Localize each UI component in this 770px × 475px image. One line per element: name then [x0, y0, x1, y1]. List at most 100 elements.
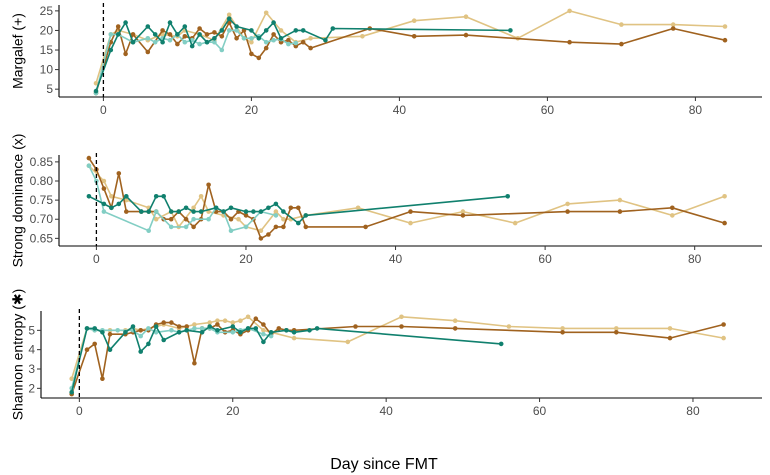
- strong-dominance-series-3-point: [86, 194, 92, 199]
- margalef-series-3-point: [145, 24, 151, 29]
- strong-dominance-series-1-point: [617, 209, 623, 214]
- shannon-entropy-series-0-point: [207, 320, 212, 325]
- margalef-series-2-point: [145, 36, 151, 41]
- strong-dominance-series-3-point: [221, 209, 226, 214]
- shannon-entropy-series-1-point: [353, 324, 358, 329]
- strong-dominance-series-0-point: [355, 205, 361, 211]
- margalef-series-1-point: [619, 41, 624, 47]
- margalef-series-3-point: [108, 47, 114, 53]
- strong-dominance-series-2-point: [273, 213, 279, 218]
- strong-dominance-x-tick-label: 60: [538, 252, 552, 266]
- strong-dominance-series-1-line: [88, 157, 725, 240]
- shannon-entropy-series-1-point: [721, 322, 726, 327]
- margalef-series-3-point: [160, 39, 165, 45]
- shannon-entropy-series-3-point: [230, 324, 236, 329]
- margalef-series-3-point: [175, 32, 180, 37]
- shannon-entropy-series-3-point: [238, 330, 243, 335]
- shannon-entropy-series-1-point: [100, 376, 105, 382]
- margalef-series-3-point: [167, 20, 173, 25]
- shannon-entropy-series-0-point: [245, 314, 251, 320]
- strong-dominance-series-0-point: [408, 220, 413, 226]
- panel-strong-dominance: 0.65 0.70 0.75 0.80 0.85 0 20 40 60 80 Strong domi…: [10, 134, 762, 268]
- shannon-entropy-series-1-point: [614, 330, 619, 335]
- margalef-series-2-point: [152, 39, 158, 45]
- strong-dominance-series-3-point: [198, 209, 204, 214]
- panel-margalef: 5 10 15 20 25 0 20 40 60 80 Margalef (+): [10, 3, 762, 117]
- margalef-series-3-point: [256, 36, 262, 41]
- margalef-series-3-point: [219, 28, 225, 33]
- shannon-entropy-series-1-point: [667, 335, 673, 341]
- shannon-entropy-series-3-point: [314, 326, 320, 331]
- strong-dominance-series-2-point: [168, 224, 174, 230]
- strong-dominance-series-3-point: [303, 213, 309, 218]
- margalef-series-2-point: [212, 39, 217, 45]
- margalef-series-0-point: [722, 24, 728, 29]
- shannon-entropy-series-3-point: [69, 389, 74, 395]
- strong-dominance-series-3-point: [116, 201, 122, 207]
- shannon-entropy-series-0-point: [345, 339, 351, 345]
- strong-dominance-series-1-point: [183, 216, 189, 222]
- margalef-series-1-point: [197, 26, 202, 31]
- margalef-series-3-point: [323, 37, 328, 43]
- shannon-entropy-series-1-point: [215, 322, 220, 327]
- strong-dominance-series-2-point: [243, 224, 249, 230]
- shannon-entropy-series-3-point: [199, 330, 205, 335]
- margalef-series-1-point: [722, 37, 728, 43]
- margalef-series-3-point: [278, 36, 284, 41]
- strong-dominance-series-0-point: [236, 216, 241, 222]
- margalef-series-3-point: [189, 43, 195, 49]
- margalef-series-0-point: [411, 18, 417, 24]
- strong-dominance-series-3-point: [213, 205, 219, 211]
- shannon-entropy-series-1-point: [107, 331, 113, 337]
- strong-dominance-series-3-point: [251, 209, 256, 214]
- strong-dominance-y-axis-label: Strong dominance (x): [10, 134, 26, 268]
- shannon-entropy-series-2-point: [153, 330, 159, 335]
- strong-dominance-series-3-point: [243, 209, 249, 214]
- strong-dominance-series-1-point: [206, 182, 211, 188]
- shannon-entropy-series-3-point: [100, 330, 105, 335]
- margalef-series-3-point: [508, 28, 513, 33]
- strong-dominance-series-2-point: [206, 216, 211, 222]
- shannon-entropy-series-2-point: [146, 326, 151, 331]
- shannon-entropy-series-1-point: [261, 322, 266, 327]
- margalef-series-3-point: [152, 32, 158, 37]
- panel-shannon-entropy: 2 3 4 5 0 20 40 60 80 Shannon entropy (✱): [10, 289, 762, 420]
- shannon-entropy-x-tick-label: 0: [76, 404, 83, 418]
- shannon-entropy-series-0-point: [506, 324, 512, 329]
- shannon-entropy-series-1-point: [84, 347, 90, 353]
- margalef-series-1-point: [411, 34, 417, 39]
- margalef-series-1-point: [670, 26, 676, 31]
- margalef-series-1-line: [95, 21, 726, 94]
- shannon-entropy-series-3-point: [307, 328, 312, 333]
- strong-dominance-series-2-point: [183, 224, 189, 230]
- strong-dominance-series-2-point: [86, 163, 92, 168]
- strong-dominance-series-0-point: [460, 209, 466, 214]
- strong-dominance-series-0-point: [124, 197, 129, 203]
- shannon-entropy-x-tick-label: 40: [379, 404, 393, 418]
- shannon-entropy-series-2-point: [230, 330, 236, 335]
- shannon-entropy-series-1-point: [560, 330, 565, 335]
- shannon-entropy-series-0-point: [192, 322, 197, 327]
- shannon-entropy-series-2-point: [261, 331, 266, 337]
- shannon-entropy-series-3-point: [123, 330, 128, 335]
- shannon-entropy-series-3-point: [138, 349, 143, 354]
- strong-dominance-series-1-point: [101, 186, 107, 191]
- margalef-series-3-point: [249, 28, 254, 33]
- strong-dominance-series-1-point: [670, 205, 675, 211]
- margalef-series-0-point: [226, 12, 232, 18]
- margalef-series-1-point: [300, 39, 306, 45]
- margalef-series-2-point: [293, 40, 299, 46]
- shannon-entropy-series-3-point: [291, 330, 297, 335]
- strong-dominance-series-3-point: [266, 205, 271, 211]
- strong-dominance-series-3-point: [281, 209, 286, 214]
- strong-dominance-series-1-point: [303, 224, 309, 230]
- shannon-entropy-series-3-point: [498, 341, 504, 347]
- shannon-entropy-series-3-point: [268, 330, 274, 335]
- strong-dominance-series-0-point: [101, 178, 107, 184]
- margalef-series-1-point: [219, 34, 225, 39]
- margalef-series-1-point: [234, 36, 239, 41]
- strong-dominance-series-3-point: [101, 201, 107, 207]
- strong-dominance-y-tick-label: 0.85: [30, 155, 54, 169]
- margalef-series-2-point: [226, 28, 232, 33]
- shannon-entropy-series-0-point: [560, 326, 565, 331]
